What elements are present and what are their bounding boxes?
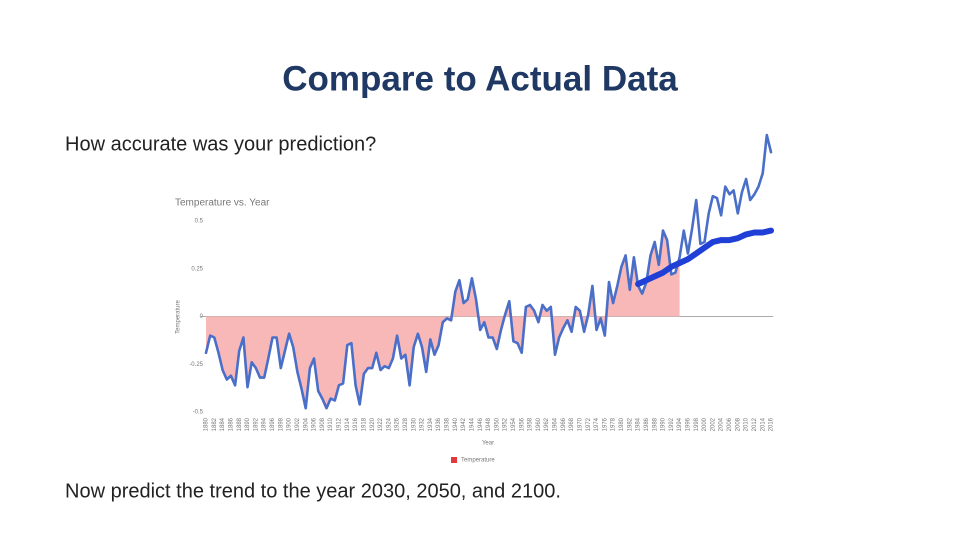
x-tick-label: 1890 — [245, 417, 251, 431]
chart-title: Temperature vs. Year — [175, 198, 270, 209]
x-tick-label: 1998 — [694, 417, 700, 431]
x-tick-label: 1948 — [486, 417, 492, 431]
x-tick-label: 1884 — [220, 417, 226, 431]
x-tick-label: 1892 — [253, 417, 259, 431]
x-tick-label: 1978 — [611, 417, 617, 431]
x-tick-label: 1960 — [536, 417, 542, 431]
x-tick-label: 1986 — [644, 417, 650, 431]
x-tick-label: 1968 — [569, 417, 575, 431]
x-tick-label: 1888 — [237, 417, 243, 431]
x-tick-label: 1994 — [677, 417, 683, 431]
x-tick-label: 1962 — [544, 417, 550, 431]
x-tick-label: 1980 — [619, 417, 625, 431]
x-tick-label: 2016 — [769, 417, 775, 431]
legend-label: Temperature — [461, 458, 495, 464]
x-tick-label: 1894 — [262, 417, 268, 431]
x-tick-label: 1914 — [345, 417, 351, 431]
x-tick-label: 1932 — [420, 417, 426, 431]
prompt: Now predict the trend to the year 2030, … — [65, 480, 561, 502]
y-tick-label: -0.5 — [193, 410, 204, 416]
x-tick-label: 1908 — [320, 417, 326, 431]
x-tick-label: 1924 — [386, 417, 392, 431]
x-tick-label: 1956 — [519, 417, 525, 431]
x-tick-label: 1954 — [511, 417, 517, 431]
x-tick-label: 1900 — [287, 417, 293, 431]
x-tick-label: 1898 — [278, 417, 284, 431]
y-axis-title: Temperature — [176, 299, 182, 333]
x-tick-label: 1984 — [636, 417, 642, 431]
y-tick-label: 0.5 — [195, 219, 204, 225]
x-tick-label: 2002 — [710, 417, 716, 431]
line — [635, 227, 774, 287]
x-tick-label: 2012 — [752, 417, 758, 431]
x-tick-label: 1880 — [204, 417, 210, 431]
x-tick-label: 1966 — [561, 417, 567, 431]
x-axis-title: Year — [482, 441, 494, 447]
x-tick-label: 2008 — [735, 417, 741, 431]
x-tick-label: 1922 — [378, 417, 384, 431]
x-tick-label: 1944 — [469, 417, 475, 431]
slide-title: Compare to Actual Data — [282, 59, 678, 98]
y-tick-label: 0.25 — [191, 266, 203, 272]
x-tick-label: 2010 — [744, 417, 750, 431]
x-tick-label: 1918 — [361, 417, 367, 431]
y-tick-label: 0 — [200, 314, 204, 320]
x-tick-label: 2004 — [719, 417, 725, 431]
x-tick-label: 1988 — [652, 417, 658, 431]
x-tick-label: 1990 — [661, 417, 667, 431]
x-tick-label: 1940 — [453, 417, 459, 431]
x-tick-label: 2006 — [727, 417, 733, 431]
x-tick-label: 1906 — [312, 417, 318, 431]
x-tick-label: 1904 — [303, 417, 309, 431]
x-tick-label: 1942 — [461, 417, 467, 431]
x-tick-label: 1970 — [577, 417, 583, 431]
x-tick-label: 1996 — [685, 417, 691, 431]
area — [206, 230, 680, 409]
x-tick-label: 1972 — [586, 417, 592, 431]
x-tick-label: 1928 — [403, 417, 409, 431]
x-tick-label: 1974 — [594, 417, 600, 431]
x-tick-label: 2000 — [702, 417, 708, 431]
x-tick-label: 1912 — [337, 417, 343, 431]
x-tick-label: 1930 — [411, 417, 417, 431]
x-tick-label: 1936 — [436, 417, 442, 431]
x-tick-label: 1902 — [295, 417, 301, 431]
x-tick-label: 1952 — [503, 417, 509, 431]
x-tick-label: 1882 — [212, 417, 218, 431]
question: How accurate was your prediction? — [65, 133, 376, 155]
x-tick-label: 1886 — [229, 417, 235, 431]
line — [204, 133, 773, 410]
x-tick-label: 1992 — [669, 417, 675, 431]
y-tick-label: -0.25 — [189, 362, 203, 368]
x-tick-label: 2014 — [760, 417, 766, 431]
x-tick-label: 1920 — [370, 417, 376, 431]
x-tick-label: 1964 — [553, 417, 559, 431]
x-tick-label: 1946 — [478, 417, 484, 431]
x-tick-label: 1938 — [445, 417, 451, 431]
x-tick-label: 1926 — [395, 417, 401, 431]
legend-swatch — [451, 457, 457, 463]
x-tick-label: 1934 — [428, 417, 434, 431]
x-tick-label: 1950 — [494, 417, 500, 431]
x-tick-label: 1958 — [528, 417, 534, 431]
x-tick-label: 1976 — [602, 417, 608, 431]
x-tick-label: 1916 — [353, 417, 359, 431]
x-tick-label: 1982 — [627, 417, 633, 431]
x-tick-label: 1910 — [328, 417, 334, 431]
x-tick-label: 1896 — [270, 417, 276, 431]
